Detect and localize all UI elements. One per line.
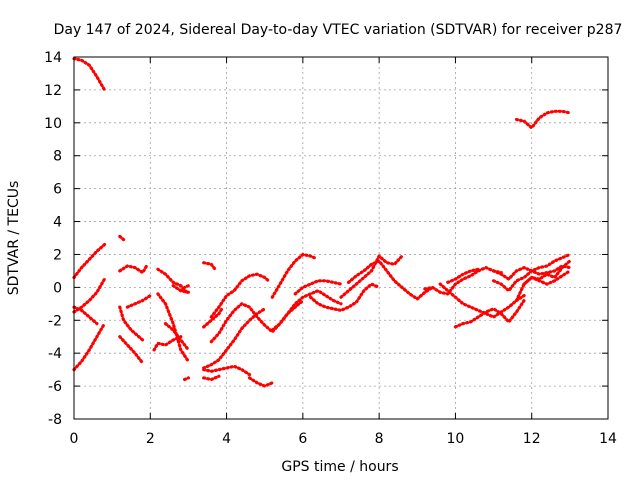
series-arc-12 — [156, 292, 190, 363]
y-tick-label: 2 — [53, 247, 62, 263]
series-arc-03 — [72, 277, 107, 314]
series-arc-09 — [118, 335, 145, 365]
series-arc-16 — [179, 284, 190, 293]
series-arc-28 — [293, 279, 343, 296]
series-arc-08 — [118, 305, 145, 342]
y-tick-label: 8 — [53, 149, 62, 165]
x-tick-label: 0 — [70, 431, 79, 447]
y-axis-label: SDTVAR / TECUs — [6, 181, 22, 296]
series-arc-18 — [202, 261, 217, 271]
series-arc-14 — [163, 322, 190, 352]
chart-title: Day 147 of 2024, Sidereal Day-to-day VTE… — [54, 22, 623, 38]
series-arc-02 — [72, 243, 107, 280]
series-arc-30 — [339, 254, 404, 299]
x-tick-label: 10 — [447, 431, 465, 447]
series-arc-13 — [152, 335, 183, 352]
series-arc-01 — [72, 57, 107, 92]
series-arc-10 — [125, 294, 152, 309]
series-arc-37 — [492, 252, 572, 293]
x-tick-label: 14 — [599, 431, 617, 447]
series-arc-25 — [209, 272, 271, 319]
grid — [74, 57, 608, 419]
series-arc-19 — [202, 305, 225, 329]
x-tick-label: 2 — [146, 431, 155, 447]
series-arc-26 — [270, 252, 316, 299]
series-arc-21 — [202, 364, 252, 377]
y-tick-label: -6 — [48, 379, 62, 395]
axis-ticks: 0 2 4 6 8 10 12 14 -8 -6 -4 -2 0 2 4 6 8 10 12 14 — [44, 50, 617, 447]
series-arc-23 — [247, 376, 274, 388]
x-tick-label: 12 — [523, 431, 541, 447]
series-arc-34 — [453, 298, 526, 329]
x-tick-label: 8 — [375, 431, 384, 447]
series-arc-06 — [118, 234, 126, 242]
series-arc-40 — [514, 109, 572, 130]
y-tick-label: 12 — [44, 83, 62, 99]
series-arc-17 — [183, 376, 190, 382]
x-axis-label: GPS time / hours — [281, 459, 398, 475]
series-arc-35 — [446, 267, 480, 284]
y-tick-label: -4 — [48, 346, 62, 362]
series-arc-27 — [270, 289, 343, 332]
y-tick-label: 14 — [44, 50, 62, 66]
series-arc-05 — [72, 322, 107, 372]
x-tick-label: 4 — [222, 431, 231, 447]
series-arc-24 — [209, 298, 305, 344]
y-tick-label: -8 — [48, 412, 62, 428]
series-arc-04 — [72, 305, 99, 326]
series-arc-39 — [522, 259, 572, 286]
y-tick-label: 0 — [53, 280, 62, 296]
series-arc-29 — [308, 282, 381, 312]
y-tick-label: 4 — [53, 215, 62, 231]
y-tick-label: 6 — [53, 182, 62, 198]
series-arc-22 — [202, 374, 221, 382]
series-arc-32 — [423, 266, 503, 296]
series-arc-33 — [438, 282, 526, 319]
plot-frame — [73, 56, 609, 420]
data-series — [72, 57, 572, 388]
series-arc-07 — [118, 264, 149, 275]
y-tick-label: 10 — [44, 116, 62, 132]
series-arc-31 — [347, 259, 435, 301]
x-tick-label: 6 — [298, 431, 307, 447]
y-tick-label: -2 — [48, 313, 62, 329]
